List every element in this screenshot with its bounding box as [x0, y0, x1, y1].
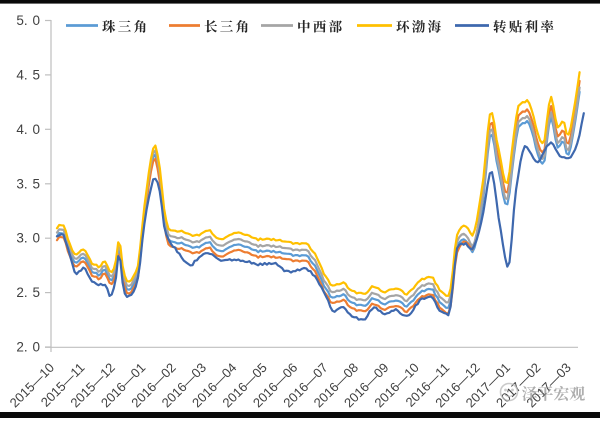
svg-text:2. 5: 2. 5 [16, 285, 40, 300]
svg-text:3. 0: 3. 0 [16, 231, 40, 246]
svg-text:2. 0: 2. 0 [16, 340, 40, 355]
svg-text:4. 5: 4. 5 [16, 67, 40, 82]
svg-text:4. 0: 4. 0 [16, 122, 40, 137]
svg-text:3. 5: 3. 5 [16, 176, 40, 191]
svg-text:5. 0: 5. 0 [16, 13, 40, 28]
